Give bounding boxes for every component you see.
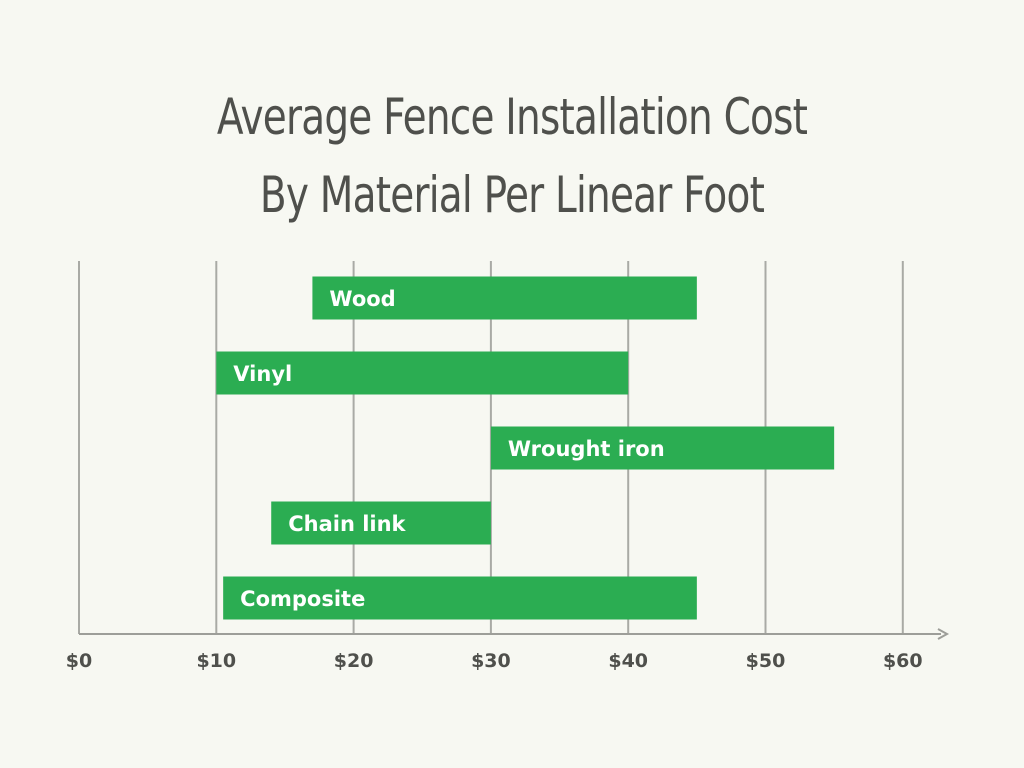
x-axis-tick-labels: $0 $10 $20 $30 $40 $50 $60	[66, 650, 923, 672]
bar-label: Composite	[240, 587, 365, 611]
x-tick-label: $60	[883, 650, 923, 672]
x-tick-label: $50	[746, 650, 786, 672]
x-tick-label: $30	[471, 650, 511, 672]
chart-title-line-1: Average Fence Installation Cost	[216, 88, 808, 146]
bar	[271, 501, 491, 545]
x-tick-label: $0	[66, 650, 92, 672]
x-axis-arrow	[937, 628, 950, 640]
bar	[216, 351, 629, 395]
bar	[490, 426, 835, 470]
gridlines	[78, 261, 904, 634]
bar	[223, 576, 697, 620]
bar-label: Chain link	[288, 512, 406, 536]
bar-label: Vinyl	[233, 362, 292, 386]
bar	[312, 276, 697, 320]
bar-label: Wood	[329, 287, 395, 311]
bar-label: Wrought iron	[508, 437, 665, 461]
x-tick-label: $20	[334, 650, 374, 672]
x-axis	[79, 628, 950, 640]
x-tick-label: $40	[608, 650, 648, 672]
chart-title: Average Fence Installation Cost By Mater…	[0, 78, 1024, 234]
bars: Wood Vinyl Wrought iron Chain link Composite	[216, 276, 835, 620]
chart-title-line-2: By Material Per Linear Foot	[259, 166, 765, 224]
x-tick-label: $10	[196, 650, 236, 672]
